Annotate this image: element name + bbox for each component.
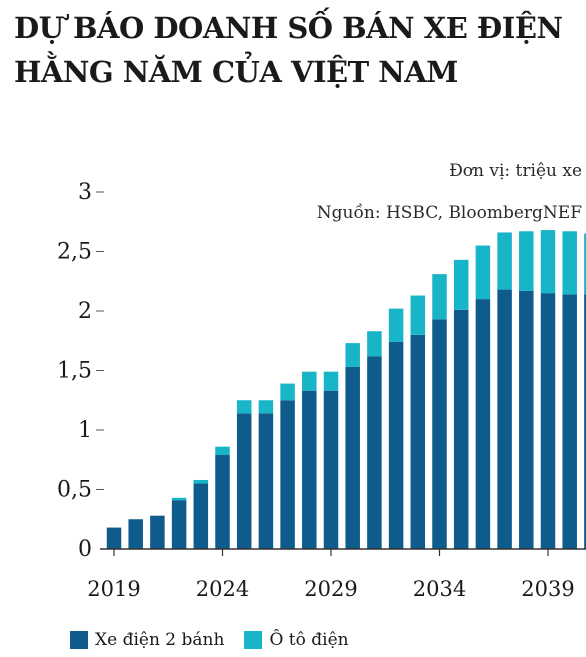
bar-two-wheel <box>562 294 577 549</box>
bar-two-wheel <box>106 527 122 549</box>
bar-two-wheel <box>345 366 360 549</box>
y-tick-label: 2 <box>78 299 92 324</box>
bar-two-wheel <box>236 413 252 549</box>
chart-title: DỰ BÁO DOANH SỐ BÁN XE ĐIỆN HẰNG NĂM CỦA… <box>14 6 582 94</box>
y-tick-label: 0 <box>78 537 92 562</box>
bar-car <box>215 446 230 455</box>
y-tick-label: 2,5 <box>57 240 92 265</box>
bar-two-wheel <box>453 309 469 549</box>
bar-two-wheel <box>280 400 295 549</box>
bar-car <box>475 245 491 300</box>
bar-two-wheel <box>193 483 209 549</box>
stacked-bar-chart: 0 0,5 1 1,5 2 2,5 3 2019 2024 2029 2034 2039 <box>57 180 586 601</box>
legend-item-car: Ô tô điện <box>244 630 349 650</box>
bar-car <box>453 259 469 310</box>
legend-item-two-wheel: Xe điện 2 bánh <box>70 630 224 650</box>
bar-car <box>497 232 512 290</box>
bar-two-wheel <box>540 293 556 549</box>
bar-car <box>345 343 360 367</box>
bar-two-wheel <box>258 413 274 549</box>
bar-car <box>540 230 556 294</box>
bar-car <box>519 231 534 291</box>
y-tick-label: 1,5 <box>57 359 92 384</box>
chart-legend: Xe điện 2 bánh Ô tô điện <box>70 627 349 653</box>
bar-two-wheel <box>215 454 230 549</box>
bar-two-wheel <box>323 390 339 549</box>
bar-two-wheel <box>150 515 165 549</box>
bar-two-wheel <box>475 299 491 549</box>
source-note: Nguồn: HSBC, BloombergNEF <box>316 203 582 223</box>
bar-car <box>302 371 317 391</box>
chart-title-line-2: HẰNG NĂM CỦA VIỆT NAM <box>14 55 458 89</box>
bar-two-wheel <box>519 290 534 549</box>
bar-car <box>323 371 339 391</box>
x-tick-label: 2029 <box>304 577 357 601</box>
bar-car <box>410 295 426 335</box>
bar-car <box>562 231 577 295</box>
bar-two-wheel <box>367 356 382 549</box>
bar-car <box>258 400 274 414</box>
x-tick-label: 2024 <box>196 577 249 601</box>
bar-two-wheel <box>584 294 586 549</box>
y-tick-label: 1 <box>78 418 92 443</box>
x-tick-label: 2039 <box>521 577 574 601</box>
unit-note: Đơn vị: triệu xe <box>449 161 582 181</box>
bar-car <box>388 308 404 342</box>
bar-two-wheel <box>388 341 404 549</box>
bar-two-wheel <box>410 334 426 549</box>
bar-car <box>236 400 252 414</box>
bar-car <box>193 479 209 484</box>
x-tick-label: 2019 <box>87 577 140 601</box>
bar-two-wheel <box>432 319 447 549</box>
bar-two-wheel <box>497 289 512 549</box>
chart-title-line-1: DỰ BÁO DOANH SỐ BÁN XE ĐIỆN <box>14 11 563 45</box>
bar-car <box>367 331 382 357</box>
bar-two-wheel <box>171 500 187 549</box>
legend-swatch-car <box>244 631 263 649</box>
y-tick-label: 0,5 <box>57 478 92 503</box>
x-tick-label: 2034 <box>413 577 466 601</box>
bar-two-wheel <box>128 519 143 549</box>
bar-car <box>280 383 295 401</box>
bar-two-wheel <box>302 390 317 549</box>
legend-swatch-two-wheel <box>70 631 88 649</box>
legend-label-two-wheel: Xe điện 2 bánh <box>95 630 225 650</box>
bar-car <box>584 233 586 295</box>
y-tick-label: 3 <box>78 180 92 205</box>
bar-car <box>171 497 187 501</box>
legend-label-car: Ô tô điện <box>269 630 349 650</box>
bar-car <box>432 274 447 320</box>
